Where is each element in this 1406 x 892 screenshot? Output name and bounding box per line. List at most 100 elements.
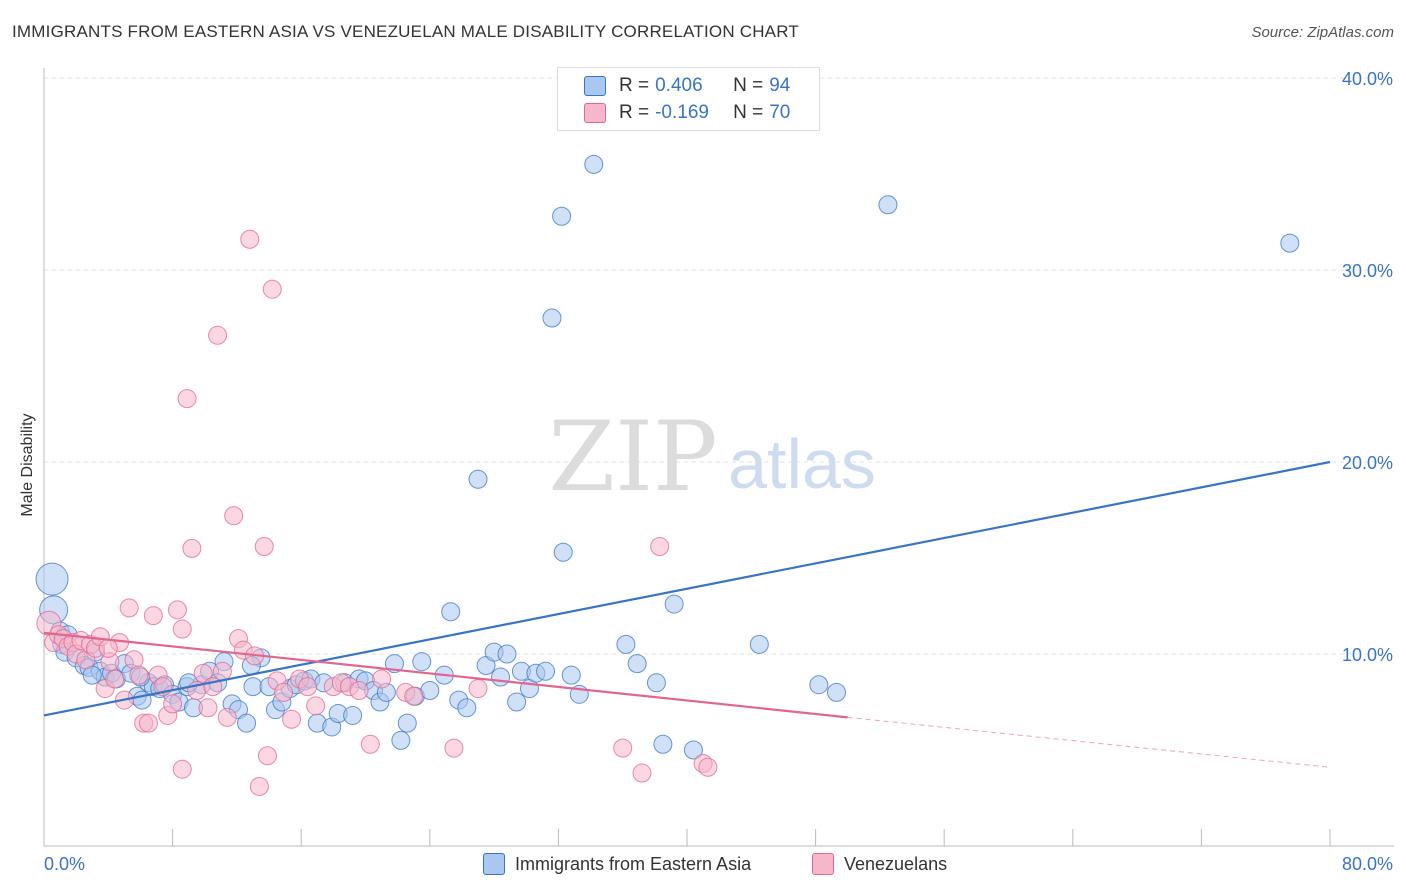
x-tick-label: 80.0% xyxy=(1342,854,1393,874)
venezuelans-point xyxy=(172,619,192,639)
y-tick-label: 40.0% xyxy=(1342,69,1393,89)
venezuelans-point xyxy=(306,696,326,716)
venezuelans-point xyxy=(217,707,237,727)
eastern-asia-point xyxy=(237,713,257,733)
venezuelans-trend-line xyxy=(43,631,848,719)
eastern-asia-point xyxy=(584,154,604,174)
eastern-asia-point xyxy=(536,661,556,681)
venezuelans-point xyxy=(172,759,192,779)
venezuelans-point xyxy=(282,709,302,729)
legend-item-eastern-asia[interactable]: Immigrants from Eastern Asia xyxy=(483,852,751,876)
trend-lines xyxy=(43,460,1331,768)
grid-lines xyxy=(44,77,1394,655)
venezuelans-point xyxy=(698,757,718,777)
source-label: Source: ZipAtlas.com xyxy=(1251,24,1394,41)
venezuelans-point xyxy=(167,600,187,620)
eastern-asia-point xyxy=(627,654,647,674)
n-value: 70 xyxy=(769,102,791,123)
eastern-asia-point xyxy=(552,206,572,226)
eastern-asia-point xyxy=(441,602,461,622)
eastern-asia-point xyxy=(243,677,263,697)
eastern-asia-point xyxy=(507,692,527,712)
eastern-asia-point xyxy=(878,195,898,215)
axes xyxy=(43,68,1394,847)
eastern-asia-point xyxy=(646,673,666,693)
stats-legend-row-venezuelans: R = -0.169 N = 70 xyxy=(584,101,790,125)
eastern-asia-point xyxy=(616,634,636,654)
venezuelans-point xyxy=(240,229,260,249)
venezuelans-point xyxy=(182,538,202,558)
venezuelans-point xyxy=(360,734,380,754)
eastern-asia-point xyxy=(664,594,684,614)
r-label: R = xyxy=(619,102,650,123)
venezuelans-point xyxy=(138,713,158,733)
venezuelans-point xyxy=(208,325,228,345)
venezuelans-point xyxy=(129,665,149,685)
eastern-asia-point xyxy=(826,682,846,702)
eastern-asia-point xyxy=(561,665,581,685)
venezuelans-point xyxy=(257,746,277,766)
venezuelans-point xyxy=(632,763,652,783)
eastern-asia-point xyxy=(420,680,440,700)
n-value: 94 xyxy=(769,75,791,96)
watermark-atlas: atlas xyxy=(728,425,876,503)
eastern-asia-point xyxy=(391,730,411,750)
r-value: 0.406 xyxy=(655,75,703,96)
eastern-asia-point xyxy=(542,308,562,328)
legend-label: Immigrants from Eastern Asia xyxy=(515,853,752,874)
eastern-asia-point xyxy=(468,469,488,489)
watermark-zip: ZIP xyxy=(548,401,717,513)
eastern-asia-point xyxy=(384,654,404,674)
chart-title: IMMIGRANTS FROM EASTERN ASIA VS VENEZUEL… xyxy=(12,22,799,41)
eastern-asia-point xyxy=(497,644,517,664)
venezuelans-point xyxy=(177,389,197,409)
venezuelans-point xyxy=(650,536,670,556)
eastern-asia-point xyxy=(343,705,363,725)
eastern-asia-point xyxy=(491,667,511,687)
venezuelans-point xyxy=(254,536,274,556)
venezuelans-point xyxy=(198,698,218,718)
venezuelans-legend-swatch xyxy=(812,853,834,875)
x-tick-label: 0.0% xyxy=(44,854,85,874)
venezuelans-point xyxy=(468,679,488,699)
eastern-asia-point xyxy=(1280,233,1300,253)
venezuelans-point xyxy=(274,682,294,702)
r-value: -0.169 xyxy=(655,102,709,123)
data-points xyxy=(35,154,1300,796)
venezuelans-point xyxy=(349,680,369,700)
legend-item-venezuelans[interactable]: Venezuelans xyxy=(812,852,947,876)
n-label: N = xyxy=(733,102,764,123)
stats-legend-row-eastern-asia: R = 0.406 N = 94 xyxy=(584,74,790,98)
venezuelans-trend-extension xyxy=(847,716,1331,768)
eastern-asia-point xyxy=(553,542,573,562)
y-tick-label: 20.0% xyxy=(1342,453,1393,473)
y-axis-label: Male Disability xyxy=(19,413,36,517)
y-tick-labels: 10.0% 20.0% 30.0% 40.0% xyxy=(1342,69,1393,665)
venezuelans-point xyxy=(163,694,183,714)
y-tick-label: 10.0% xyxy=(1342,645,1393,665)
eastern-asia-point xyxy=(457,698,477,718)
eastern-asia-point xyxy=(35,562,69,596)
venezuelans-point xyxy=(298,677,318,697)
venezuelans-point xyxy=(249,776,269,796)
legend-label: Venezuelans xyxy=(844,853,948,874)
r-label: R = xyxy=(619,75,650,96)
watermark: ZIP atlas xyxy=(548,401,876,513)
venezuelans-point xyxy=(119,598,139,618)
venezuelans-point xyxy=(212,661,232,681)
eastern-asia-point xyxy=(809,675,829,695)
venezuelans-point xyxy=(444,738,464,758)
eastern-asia-point xyxy=(397,713,417,733)
eastern-asia-legend-swatch xyxy=(483,853,505,875)
venezuelans-point xyxy=(98,638,118,658)
venezuelans-point xyxy=(404,686,424,706)
eastern-asia-point xyxy=(653,734,673,754)
venezuelans-point xyxy=(262,279,282,299)
venezuelans-point xyxy=(613,738,633,758)
stats-legend: R = 0.406 N = 94 R = -0.169 N = 70 xyxy=(557,67,820,131)
eastern-asia-swatch xyxy=(584,76,606,96)
eastern-asia-trend-line xyxy=(43,460,1331,717)
eastern-asia-point xyxy=(412,652,432,672)
venezuelans-point xyxy=(224,506,244,526)
